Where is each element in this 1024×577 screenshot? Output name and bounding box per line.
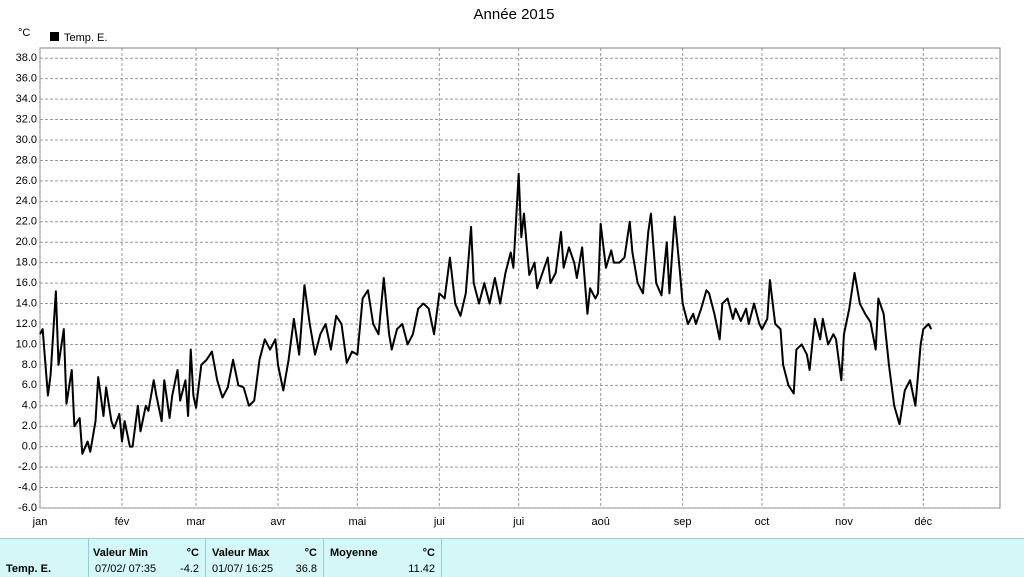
y-tick-label: 32.0 bbox=[16, 113, 37, 125]
x-tick-label: nov bbox=[835, 516, 853, 528]
y-tick-label: 2.0 bbox=[22, 420, 37, 432]
x-tick-label: déc bbox=[914, 516, 932, 528]
y-tick-label: 38.0 bbox=[16, 52, 37, 64]
series-label: Temp. E. bbox=[6, 563, 52, 575]
x-tick-label: avr bbox=[270, 516, 286, 528]
line-series bbox=[39, 172, 933, 455]
y-unit: °C bbox=[18, 27, 30, 39]
y-tick-label: 20.0 bbox=[16, 236, 37, 248]
y-tick-label: 26.0 bbox=[16, 175, 37, 187]
y-tick-label: -2.0 bbox=[18, 461, 37, 473]
y-tick-label: 12.0 bbox=[16, 318, 37, 330]
y-tick-label: 16.0 bbox=[16, 277, 37, 289]
max-value: 36.8 bbox=[295, 563, 317, 575]
y-tick-label: 4.0 bbox=[22, 400, 37, 412]
y-tick-label: 30.0 bbox=[16, 134, 37, 146]
mean-value: 11.42 bbox=[408, 563, 435, 575]
y-tick-label: 0.0 bbox=[22, 441, 37, 453]
y-tick-label: 8.0 bbox=[22, 359, 37, 371]
y-tick-label: 18.0 bbox=[16, 257, 37, 269]
y-tick-label: 6.0 bbox=[22, 379, 37, 391]
y-tick-label: 34.0 bbox=[16, 93, 37, 105]
stats-panel: Temp. E. Valeur Min °C 07/02/ 07:35 -4.2… bbox=[0, 538, 1024, 577]
min-value: -4.2 bbox=[180, 563, 199, 575]
y-tick-label: 24.0 bbox=[16, 195, 37, 207]
x-tick-label: mai bbox=[348, 516, 366, 528]
x-tick-label: jan bbox=[32, 516, 48, 528]
stats-series: Temp. E. bbox=[0, 539, 89, 577]
y-tick-label: -4.0 bbox=[18, 481, 37, 493]
stats-mean: Moyenne °C 11.42 bbox=[324, 539, 442, 577]
plot-frame bbox=[39, 47, 1001, 509]
y-tick-label: 22.0 bbox=[16, 216, 37, 228]
min-header: Valeur Min bbox=[93, 547, 149, 559]
x-tick-label: aoû bbox=[591, 516, 609, 528]
legend-label: Temp. E. bbox=[64, 32, 107, 44]
mean-header: Moyenne bbox=[330, 547, 378, 559]
x-tick-label: mar bbox=[187, 516, 206, 528]
chart-title: Année 2015 bbox=[474, 6, 555, 23]
x-tick-label: fév bbox=[115, 516, 130, 528]
chart: Année 2015 °C Temp. E. -6.0 -4.0 -2.0 0.0 2.… bbox=[16, 6, 1001, 528]
x-tick-label: oct bbox=[755, 516, 770, 528]
min-date: 07/02/ 07:35 bbox=[95, 563, 157, 575]
x-tick-label: sep bbox=[674, 516, 692, 528]
x-tick-label: jui bbox=[433, 516, 445, 528]
max-header: Valeur Max bbox=[212, 547, 270, 559]
y-tick-label: 10.0 bbox=[16, 338, 37, 350]
stats-max: Valeur Max °C 01/07/ 16:25 36.8 bbox=[206, 539, 324, 577]
max-date: 01/07/ 16:25 bbox=[212, 563, 274, 575]
y-tick-label: 14.0 bbox=[16, 297, 37, 309]
min-unit: °C bbox=[186, 547, 199, 559]
stats-min: Valeur Min °C 07/02/ 07:35 -4.2 bbox=[89, 539, 206, 577]
legend-swatch bbox=[50, 32, 59, 41]
x-tick-label: jui bbox=[512, 516, 524, 528]
y-tick-label: -6.0 bbox=[18, 502, 37, 514]
max-unit: °C bbox=[304, 547, 317, 559]
mean-unit: °C bbox=[422, 547, 435, 559]
y-tick-label: 36.0 bbox=[16, 73, 37, 85]
y-tick-label: 28.0 bbox=[16, 154, 37, 166]
